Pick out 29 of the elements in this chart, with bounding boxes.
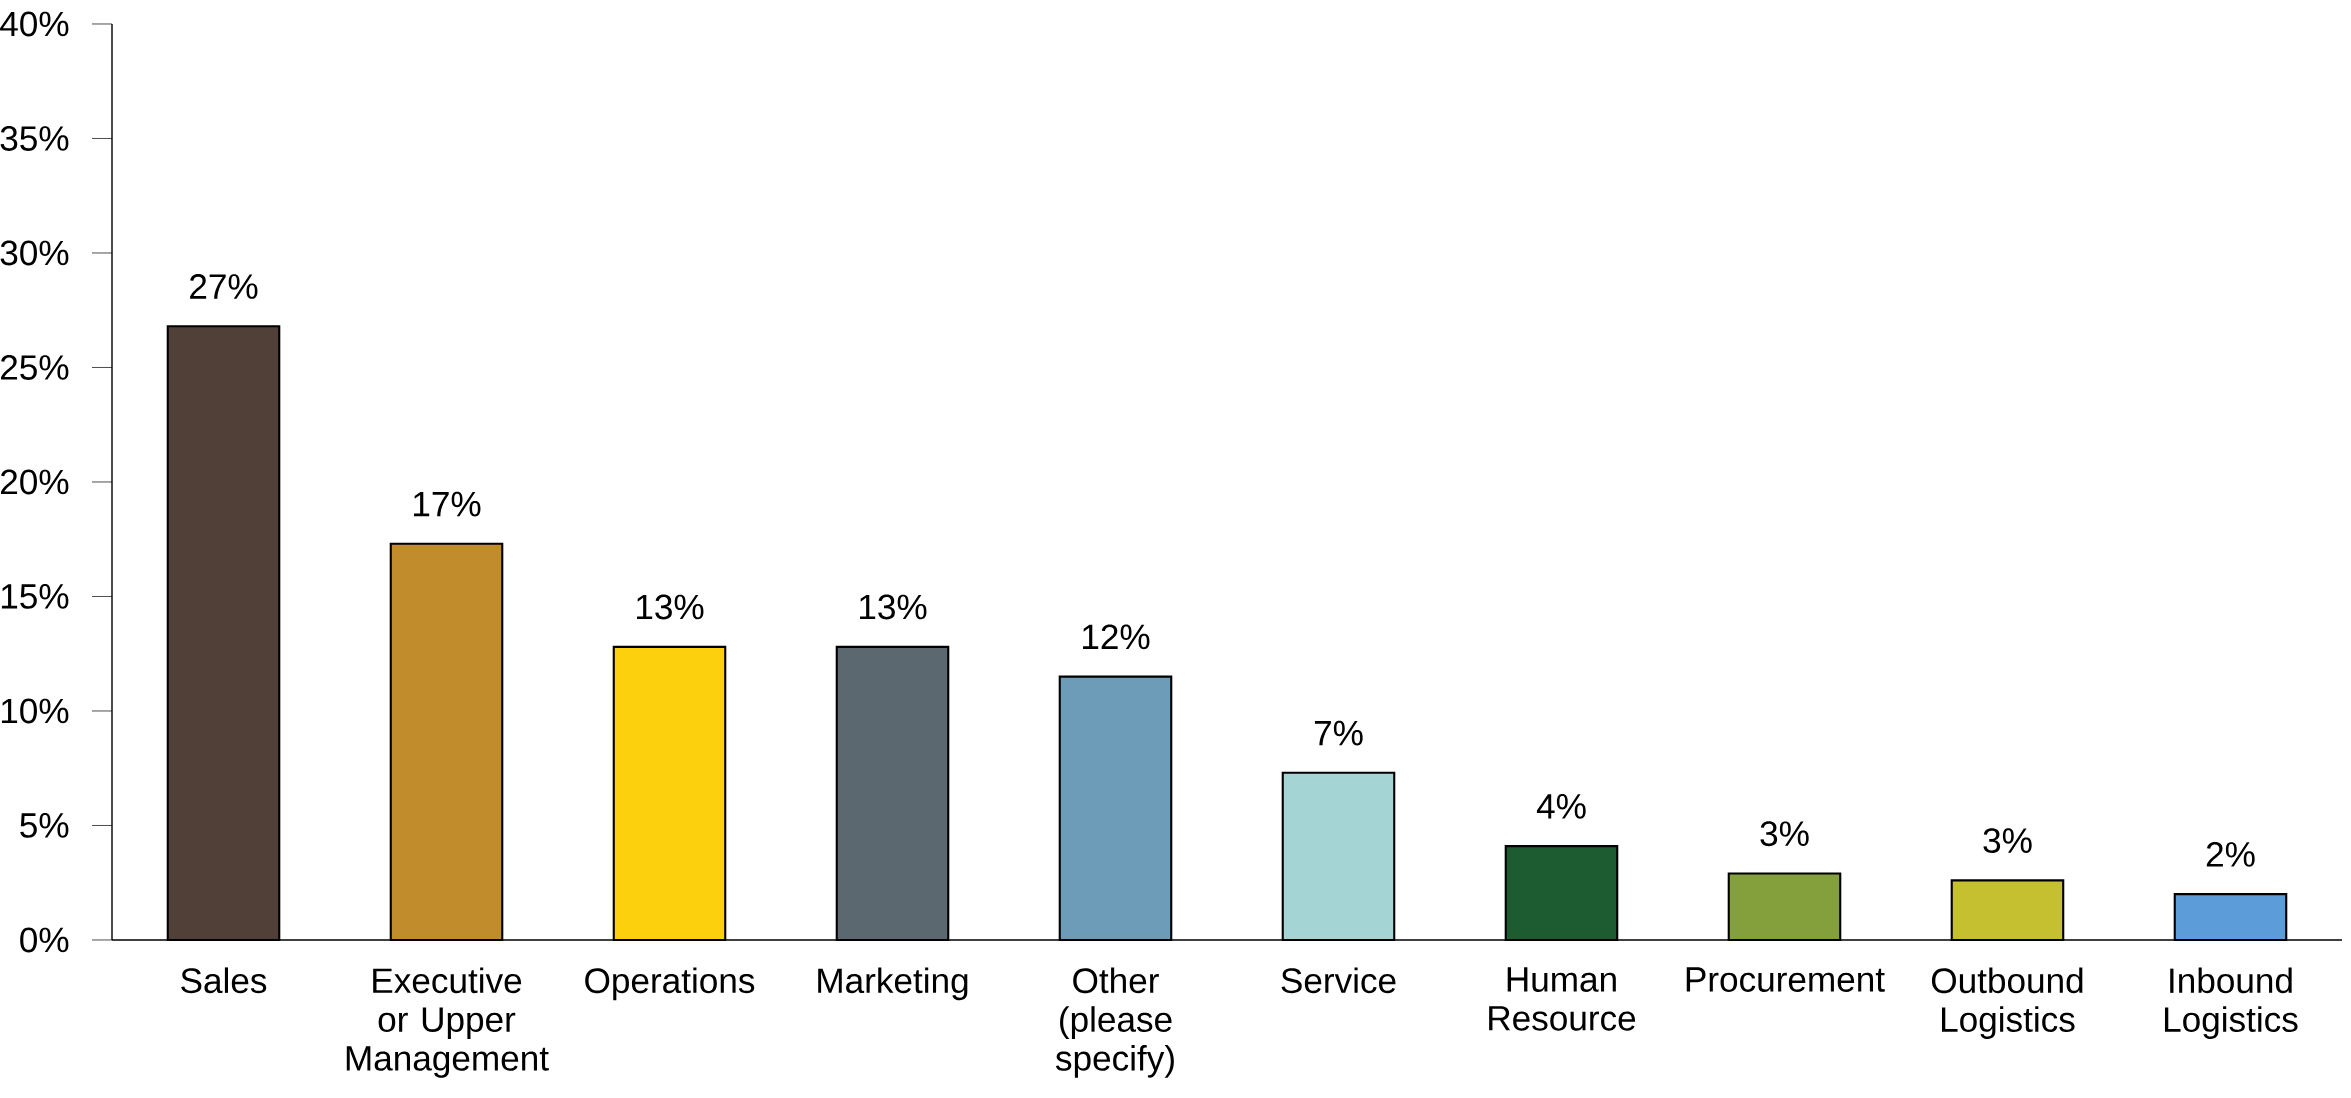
x-tick-label: Sales <box>181 967 267 994</box>
x-tick-label: Marketing <box>818 967 968 1001</box>
data-label: 3% <box>1760 821 1809 847</box>
x-tick-label: Other (please specify) <box>1055 967 1174 1078</box>
x-tick-label: Outbound Logistics <box>1931 967 2083 1039</box>
data-label: 17% <box>414 491 481 517</box>
y-tick-label: 0% <box>20 927 69 953</box>
x-tick-label: Human Resource <box>1489 967 1636 1031</box>
y-tick-label: 15% <box>1 584 69 609</box>
data-label: 4% <box>1536 794 1586 819</box>
data-label: 13% <box>637 594 704 620</box>
x-tick-label: Procurement <box>1686 967 1885 992</box>
data-label: 13% <box>860 594 927 620</box>
y-tick-label: 5% <box>20 813 69 838</box>
y-tick-label: 25% <box>1 355 69 380</box>
y-tick-label: 35% <box>0 126 69 151</box>
y-tick-label: 10% <box>1 698 69 724</box>
y-tick-label: 20% <box>1 469 69 495</box>
data-label: 3% <box>1983 828 2032 854</box>
y-tick-label: 30% <box>0 240 69 266</box>
data-label: 2% <box>2206 842 2255 867</box>
x-tick-label: Inbound Logistics <box>2164 967 2298 1039</box>
data-label: 27% <box>190 274 258 299</box>
y-tick-label: 40% <box>0 11 69 37</box>
data-label: 7% <box>1314 720 1363 746</box>
x-tick-label: Executive or Upper Management <box>346 967 549 1078</box>
data-label: 12% <box>1083 624 1150 650</box>
x-tick-label: Service <box>1281 967 1396 994</box>
x-tick-label: Operations <box>585 967 755 1001</box>
